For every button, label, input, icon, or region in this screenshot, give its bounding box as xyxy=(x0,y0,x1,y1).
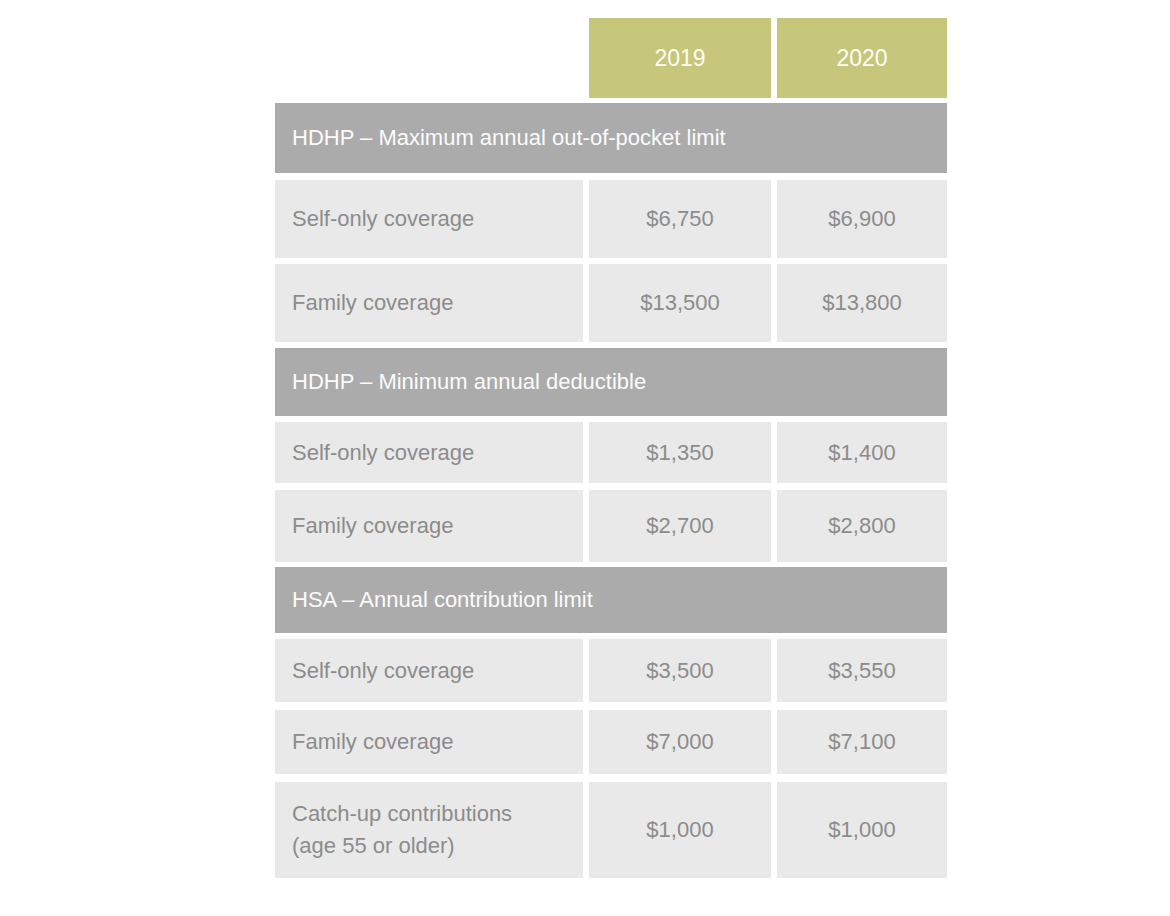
table-row: Family coverage $2,700 $2,800 xyxy=(275,490,947,562)
benefits-limits-table: 2019 2020 HDHP – Maximum annual out-of-p… xyxy=(275,18,947,878)
row-label: Family coverage xyxy=(275,264,583,342)
value-2020: $1,000 xyxy=(777,782,947,878)
table-row: Self-only coverage $1,350 $1,400 xyxy=(275,422,947,483)
row-label: Self-only coverage xyxy=(275,422,583,483)
section-header-hdhp-deductible: HDHP – Minimum annual deductible xyxy=(275,348,947,416)
value-2020: $7,100 xyxy=(777,710,947,774)
section-title: HDHP – Maximum annual out-of-pocket limi… xyxy=(292,125,726,151)
year-label-2020: 2020 xyxy=(836,45,887,72)
row-label: Self-only coverage xyxy=(275,639,583,702)
row-label: Self-only coverage xyxy=(275,180,583,258)
table-row: Catch-up contributions (age 55 or older)… xyxy=(275,782,947,878)
value-2019: $1,000 xyxy=(589,782,771,878)
section-header-hsa-contribution: HSA – Annual contribution limit xyxy=(275,567,947,633)
year-header-row: 2019 2020 xyxy=(275,18,947,98)
table-row: Self-only coverage $6,750 $6,900 xyxy=(275,180,947,258)
row-label: Catch-up contributions (age 55 or older) xyxy=(275,782,583,878)
section-header-band: HDHP – Maximum annual out-of-pocket limi… xyxy=(275,103,947,173)
value-2020: $3,550 xyxy=(777,639,947,702)
value-2019: $6,750 xyxy=(589,180,771,258)
value-2020: $1,400 xyxy=(777,422,947,483)
table-row: Family coverage $7,000 $7,100 xyxy=(275,710,947,774)
year-column-header-2020: 2020 xyxy=(777,18,947,98)
year-label-2019: 2019 xyxy=(654,45,705,72)
value-2019: $3,500 xyxy=(589,639,771,702)
table-row: Family coverage $13,500 $13,800 xyxy=(275,264,947,342)
section-title: HDHP – Minimum annual deductible xyxy=(292,369,646,395)
section-header-hdhp-oop: HDHP – Maximum annual out-of-pocket limi… xyxy=(275,103,947,173)
value-2019: $7,000 xyxy=(589,710,771,774)
section-header-band: HSA – Annual contribution limit xyxy=(275,567,947,633)
row-label: Family coverage xyxy=(275,490,583,562)
section-title: HSA – Annual contribution limit xyxy=(292,587,593,613)
value-2019: $1,350 xyxy=(589,422,771,483)
value-2019: $13,500 xyxy=(589,264,771,342)
value-2020: $2,800 xyxy=(777,490,947,562)
value-2019: $2,700 xyxy=(589,490,771,562)
year-header-spacer xyxy=(275,18,583,98)
value-2020: $6,900 xyxy=(777,180,947,258)
value-2020: $13,800 xyxy=(777,264,947,342)
table-row: Self-only coverage $3,500 $3,550 xyxy=(275,639,947,702)
section-header-band: HDHP – Minimum annual deductible xyxy=(275,348,947,416)
year-column-header-2019: 2019 xyxy=(589,18,771,98)
row-label: Family coverage xyxy=(275,710,583,774)
